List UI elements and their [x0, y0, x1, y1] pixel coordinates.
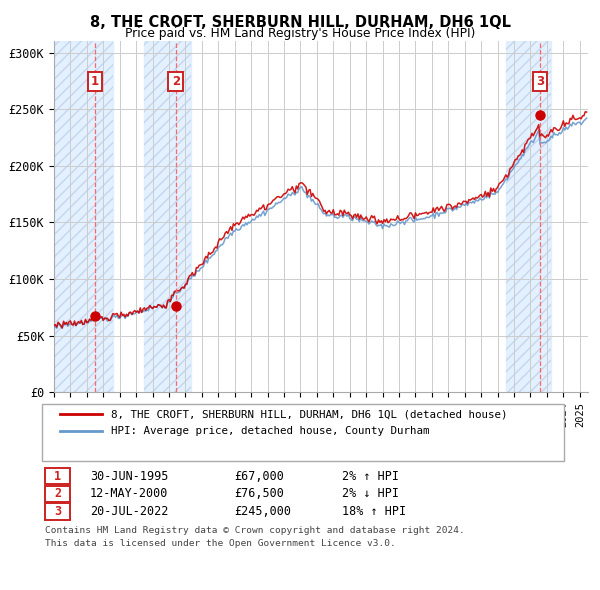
Text: Price paid vs. HM Land Registry's House Price Index (HPI): Price paid vs. HM Land Registry's House …: [125, 27, 475, 40]
Text: 2: 2: [54, 487, 61, 500]
Text: 1: 1: [91, 75, 99, 88]
Text: 2% ↓ HPI: 2% ↓ HPI: [342, 487, 399, 500]
Text: £245,000: £245,000: [234, 505, 291, 518]
Text: 2% ↑ HPI: 2% ↑ HPI: [342, 470, 399, 483]
Text: 3: 3: [536, 75, 544, 88]
Text: 30-JUN-1995: 30-JUN-1995: [90, 470, 169, 483]
Bar: [506, 41, 551, 392]
Text: 2: 2: [172, 75, 180, 88]
Text: 18% ↑ HPI: 18% ↑ HPI: [342, 505, 406, 518]
Text: 12-MAY-2000: 12-MAY-2000: [90, 487, 169, 500]
Text: £76,500: £76,500: [234, 487, 284, 500]
Bar: [54, 41, 113, 392]
Text: Contains HM Land Registry data © Crown copyright and database right 2024.: Contains HM Land Registry data © Crown c…: [45, 526, 465, 535]
Text: £67,000: £67,000: [234, 470, 284, 483]
Bar: [145, 41, 191, 392]
Bar: [145, 41, 191, 392]
Text: 20-JUL-2022: 20-JUL-2022: [90, 505, 169, 518]
Text: 8, THE CROFT, SHERBURN HILL, DURHAM, DH6 1QL (detached house): 8, THE CROFT, SHERBURN HILL, DURHAM, DH6…: [111, 409, 508, 419]
Text: This data is licensed under the Open Government Licence v3.0.: This data is licensed under the Open Gov…: [45, 539, 396, 548]
Text: 3: 3: [54, 505, 61, 518]
Bar: [506, 41, 551, 392]
Text: HPI: Average price, detached house, County Durham: HPI: Average price, detached house, Coun…: [111, 426, 430, 435]
Bar: [54, 41, 113, 392]
Text: 8, THE CROFT, SHERBURN HILL, DURHAM, DH6 1QL: 8, THE CROFT, SHERBURN HILL, DURHAM, DH6…: [89, 15, 511, 30]
Text: 1: 1: [54, 470, 61, 483]
